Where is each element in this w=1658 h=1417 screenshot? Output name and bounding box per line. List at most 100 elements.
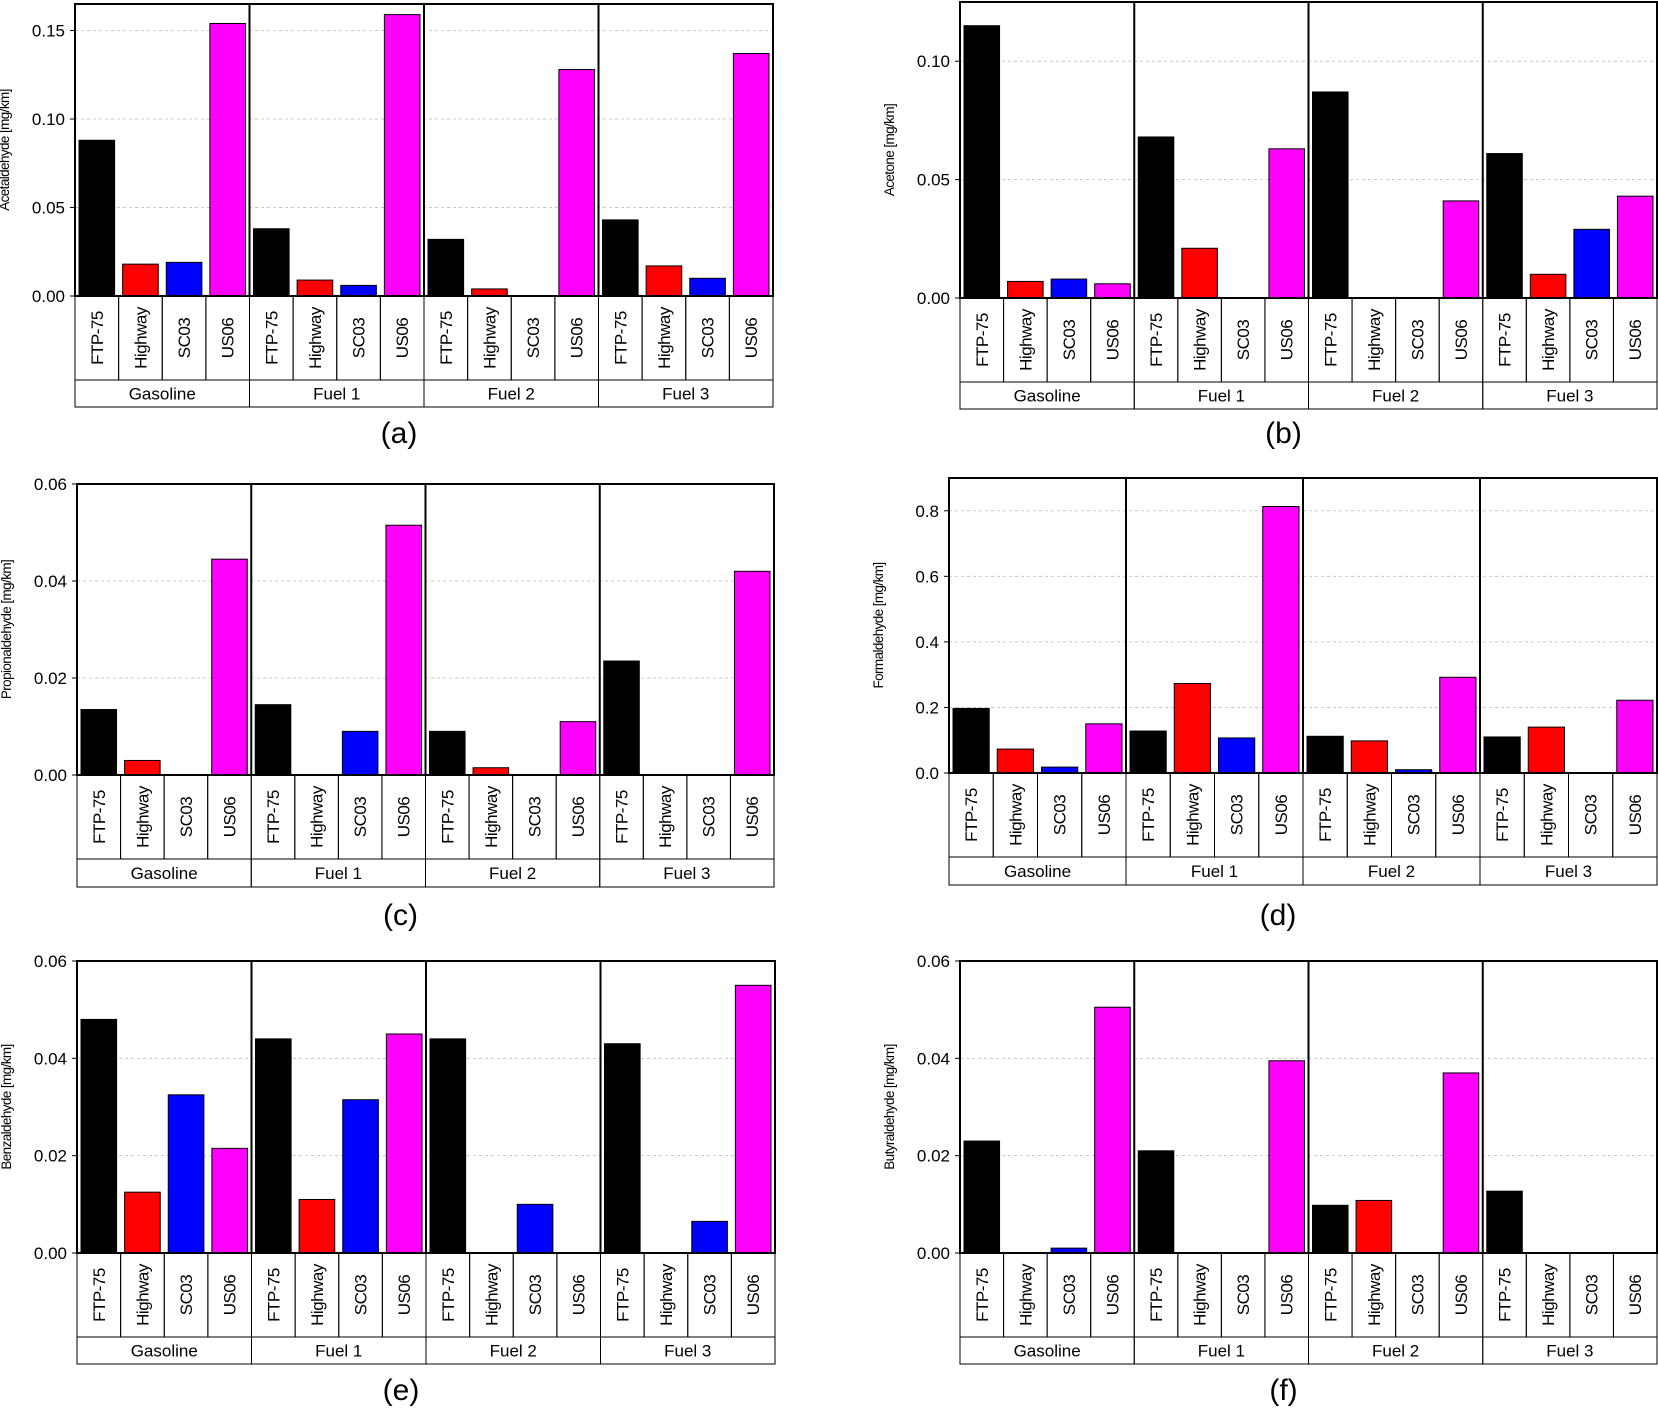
- bar-gasoline-ftp-75: [952, 707, 990, 774]
- bar-gasoline-ftp-75: [80, 709, 118, 776]
- category-label: US06: [395, 1275, 414, 1316]
- bar-fuel-1-sc03: [342, 1099, 379, 1254]
- category-label: Highway: [657, 1263, 676, 1326]
- category-label: SC03: [1060, 320, 1079, 361]
- category-table: FTP-75 Highway SC03 US06 Gasoline FTP-75 Highw…: [959, 1252, 1658, 1365]
- category-label: Highway: [1006, 783, 1025, 846]
- category-label: Highway: [1016, 308, 1035, 371]
- bar-gasoline-us06: [1094, 283, 1131, 299]
- group-cell: [1482, 1336, 1658, 1365]
- category-label: FTP-75: [1147, 1268, 1166, 1322]
- category-label: Highway: [1183, 783, 1202, 846]
- category-label: SC03: [175, 318, 194, 359]
- group-label: Gasoline: [129, 385, 196, 404]
- group-cell: [1479, 856, 1658, 886]
- ytick-label: 0.05: [917, 171, 950, 190]
- category-label: US06: [1626, 795, 1645, 836]
- category-label: US06: [219, 318, 238, 359]
- bar-fuel-3-ftp-75: [1486, 1190, 1523, 1254]
- bar-gasoline-sc03: [167, 1094, 205, 1254]
- category-label: US06: [568, 318, 587, 359]
- bar-fuel-3-us06: [1616, 195, 1654, 299]
- category-label: FTP-75: [1321, 1268, 1340, 1322]
- group-label: Fuel 1: [315, 1342, 362, 1361]
- group-label: Fuel 3: [1546, 387, 1593, 406]
- bar-fuel-2-ftp-75: [427, 238, 465, 297]
- group-label: Fuel 2: [490, 1342, 537, 1361]
- ylabel: Propionaldehyde [mg/km]: [0, 560, 14, 699]
- chart-panel-b: 0.00 0.05 0.10 Acetone [mg/km] FTP-75 Highway…: [882, 1, 1658, 450]
- bar-fuel-1-highway: [296, 279, 334, 297]
- category-label: Highway: [131, 306, 150, 369]
- bar-fuel-1-highway: [1181, 247, 1218, 299]
- bar-fuel-2-us06: [1442, 200, 1480, 299]
- bar-fuel-3-ftp-75: [1483, 736, 1521, 774]
- bar-gasoline-us06: [1085, 723, 1123, 774]
- ytick-label: 0.4: [915, 633, 939, 652]
- ytick-label: 0.02: [34, 1147, 67, 1166]
- category-label: FTP-75: [1147, 313, 1166, 367]
- bar-fuel-1-ftp-75: [1129, 730, 1167, 774]
- bar-gasoline-sc03: [1050, 278, 1088, 299]
- bar-fuel-3-sc03: [691, 1220, 728, 1254]
- category-label: US06: [1272, 795, 1291, 836]
- category-label: FTP-75: [262, 311, 281, 365]
- ytick-label: 0.04: [917, 1049, 950, 1068]
- category-label: Highway: [133, 1263, 152, 1326]
- bar-fuel-1-us06: [385, 524, 422, 776]
- category-label: US06: [1103, 320, 1122, 361]
- category-label: SC03: [525, 797, 544, 838]
- category-label: Highway: [1191, 308, 1210, 371]
- category-label: US06: [1278, 320, 1297, 361]
- bar-gasoline-us06: [211, 558, 248, 776]
- group-label: Fuel 1: [1191, 862, 1238, 881]
- bar-fuel-1-highway: [1173, 683, 1211, 774]
- ytick-label: 0.10: [917, 52, 950, 71]
- group-label: Gasoline: [131, 1342, 198, 1361]
- bar-fuel-2-ftp-75: [1312, 91, 1349, 299]
- ytick-label: 0.06: [34, 475, 67, 494]
- bar-gasoline-us06: [209, 22, 246, 297]
- bar-gasoline-us06: [1094, 1006, 1131, 1254]
- ytick-label: 0.8: [915, 502, 939, 521]
- category-label: SC03: [177, 1275, 196, 1316]
- category-label: FTP-75: [962, 788, 981, 842]
- chart-panel-e: 0.00 0.02 0.04 0.06 Benzaldehyde [mg/km] FTP-…: [0, 952, 776, 1407]
- group-label: Fuel 1: [315, 864, 362, 883]
- category-label: Highway: [306, 306, 325, 369]
- group-label: Fuel 1: [313, 385, 360, 404]
- category-label: US06: [1449, 795, 1468, 836]
- category-label: FTP-75: [973, 1268, 992, 1322]
- ytick-label: 0.2: [915, 698, 939, 717]
- bar-gasoline-highway: [996, 748, 1034, 774]
- bar-gasoline-highway: [1007, 280, 1044, 299]
- ytick-label: 0.00: [917, 1244, 950, 1263]
- group-label: Fuel 3: [663, 864, 710, 883]
- ytick-label: 0.06: [917, 952, 950, 971]
- bar-fuel-3-highway: [1527, 726, 1565, 774]
- category-label: SC03: [1583, 1275, 1602, 1316]
- group-label: Fuel 3: [664, 1342, 711, 1361]
- category-label: Highway: [1539, 308, 1558, 371]
- category-label: FTP-75: [439, 1268, 458, 1322]
- panel-label: (d): [1260, 899, 1297, 932]
- category-label: US06: [1452, 1275, 1471, 1316]
- bar-fuel-3-sc03: [689, 277, 726, 297]
- bar-fuel-1-ftp-75: [254, 704, 292, 776]
- ylabel: Benzaldehyde [mg/km]: [0, 1044, 14, 1169]
- bar-fuel-1-sc03: [341, 730, 379, 776]
- group-label: Fuel 1: [1198, 387, 1245, 406]
- bar-fuel-2-highway: [471, 288, 508, 297]
- bar-fuel-2-us06: [1442, 1072, 1480, 1254]
- ytick-label: 0.04: [34, 1049, 67, 1068]
- bar-fuel-1-us06: [383, 14, 421, 297]
- category-label: SC03: [1583, 320, 1602, 361]
- bar-fuel-1-us06: [1268, 148, 1305, 299]
- group-label: Gasoline: [1004, 862, 1071, 881]
- bar-fuel-1-ftp-75: [253, 228, 290, 297]
- group-cell: [599, 858, 775, 888]
- category-label: US06: [395, 797, 414, 838]
- ylabel: Acetone [mg/km]: [882, 104, 897, 196]
- bar-fuel-3-us06: [732, 53, 770, 297]
- bar-fuel-1-us06: [385, 1033, 423, 1254]
